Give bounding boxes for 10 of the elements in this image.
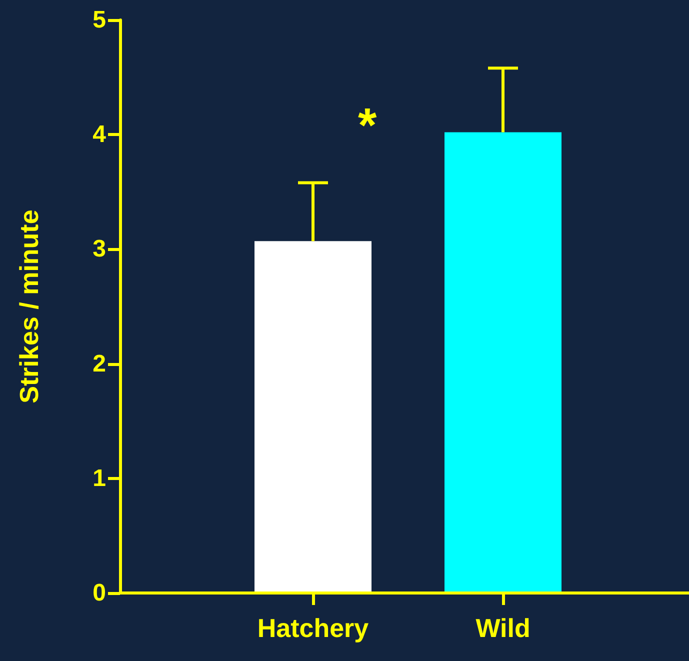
y-tick-label: 2 — [92, 350, 106, 378]
y-tick-label: 0 — [92, 580, 106, 606]
y-tick-label: 1 — [92, 464, 106, 492]
y-tick-label: 5 — [92, 6, 106, 34]
y-tick-label: 3 — [92, 236, 106, 263]
y-axis-title: Strikes / minute — [14, 210, 44, 404]
x-tick-label: Wild — [476, 613, 530, 643]
annotation: * — [358, 100, 377, 152]
x-tick-label: Hatchery — [257, 613, 370, 643]
y-tick-label: 4 — [92, 121, 107, 148]
